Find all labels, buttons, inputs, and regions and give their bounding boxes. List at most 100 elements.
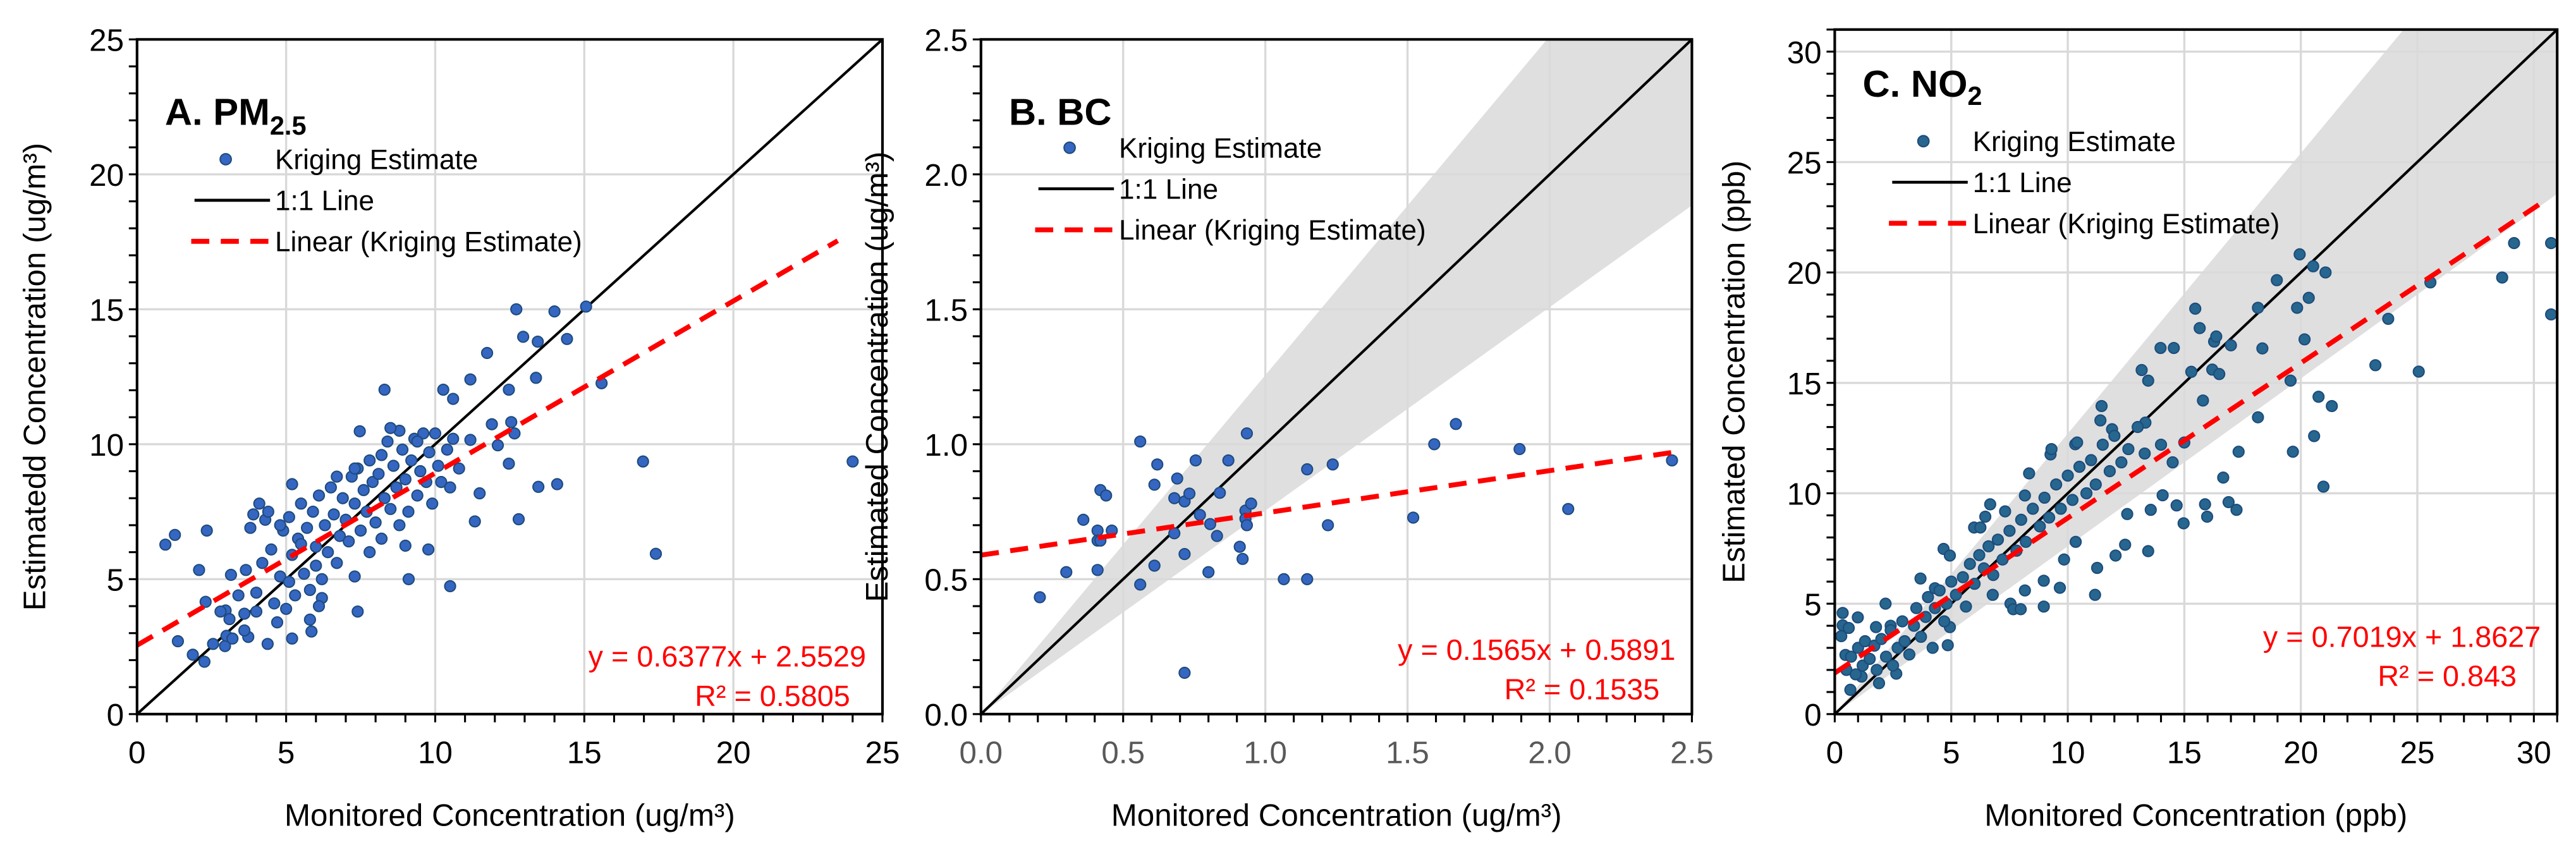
data-point: [262, 505, 274, 518]
data-point: [2298, 333, 2311, 346]
data-point: [426, 497, 439, 510]
data-point: [1178, 666, 1191, 679]
data-point: [384, 502, 397, 515]
legend-label-points: Kriging Estimate: [1119, 133, 1322, 164]
x-tick-label: 25: [2400, 736, 2435, 770]
legend-marker-points: [1063, 141, 1076, 154]
data-point: [353, 425, 366, 437]
data-point: [1666, 454, 1678, 467]
data-point: [2121, 508, 2133, 520]
data-point: [551, 478, 563, 490]
data-point: [2232, 446, 2245, 458]
data-point: [2369, 359, 2382, 372]
one-to-one-line: [137, 39, 882, 714]
data-point: [2122, 442, 2135, 456]
data-point: [2018, 489, 2031, 502]
data-point: [464, 373, 477, 386]
legend-label-points: Kriging Estimate: [275, 145, 478, 176]
data-point: [1984, 498, 1996, 511]
data-point: [1996, 553, 2009, 566]
data-point: [1322, 519, 1334, 532]
x-tick-label: 0: [1826, 736, 1843, 770]
data-point: [2139, 447, 2151, 460]
data-point: [2037, 600, 2050, 613]
data-point: [2054, 502, 2067, 515]
data-point: [2199, 498, 2211, 511]
data-point: [1870, 621, 1883, 633]
data-point: [369, 516, 382, 529]
data-point: [1204, 518, 1216, 530]
data-point: [387, 459, 400, 472]
data-point: [2496, 271, 2508, 284]
data-point: [363, 546, 376, 559]
data-point: [2061, 469, 2074, 482]
data-point: [381, 435, 394, 448]
data-point: [159, 539, 172, 551]
data-point: [250, 605, 263, 618]
data-point: [2103, 465, 2116, 478]
data-point: [2050, 478, 2063, 491]
data-point: [238, 624, 251, 637]
legend-label-one-to-one: 1:1 Line: [275, 185, 374, 216]
data-point: [437, 383, 449, 396]
data-point: [2094, 414, 2107, 427]
data-point: [1077, 513, 1090, 526]
plot-frame: [135, 38, 884, 715]
data-point: [1986, 588, 1999, 601]
data-point: [1236, 552, 1249, 565]
data-point: [289, 589, 302, 602]
data-point: [503, 457, 515, 470]
data-point: [2286, 446, 2299, 458]
data-point: [331, 557, 343, 569]
y-tick-label: 0.5: [924, 563, 968, 598]
data-point: [214, 605, 227, 618]
data-point: [1922, 591, 1934, 604]
data-point: [286, 478, 298, 490]
data-point: [1060, 566, 1073, 578]
data-point: [1836, 607, 1849, 619]
x-tick-label: 0.5: [1101, 736, 1145, 770]
data-point: [307, 505, 319, 518]
data-point: [2166, 456, 2179, 469]
data-point: [372, 468, 385, 480]
panel-title-main: A. PM: [165, 90, 270, 133]
panel-title: A. PM2.5: [165, 90, 307, 140]
data-point: [447, 393, 460, 405]
data-point: [336, 492, 349, 504]
data-point: [1513, 442, 1526, 456]
data-point: [200, 524, 213, 537]
data-point: [2034, 520, 2046, 533]
data-point: [530, 372, 542, 384]
data-point: [2217, 472, 2230, 484]
data-point: [580, 300, 592, 313]
panel-b-bc: 0.0 0.5 1.0 1.5 2.0 2.5 0.0 0.5 1.0 1.5 2.0 2.5 Moni…: [860, 23, 1714, 833]
data-point: [1240, 427, 1254, 440]
data-point: [253, 497, 266, 510]
data-point: [2222, 496, 2235, 509]
data-point: [2308, 430, 2321, 442]
data-point: [2142, 374, 2154, 387]
data-point: [411, 435, 424, 448]
data-point: [2080, 487, 2093, 500]
legend-label-one-to-one: 1:1 Line: [1973, 167, 2072, 198]
x-tick-label: 30: [2517, 736, 2551, 770]
data-point: [348, 462, 361, 475]
r-squared-label: R² = 0.1535: [1505, 672, 1660, 705]
data-point: [637, 455, 649, 468]
data-point: [1278, 573, 1290, 585]
data-point: [224, 568, 237, 581]
x-tick-label: 15: [567, 736, 602, 770]
data-point: [2312, 391, 2325, 403]
data-point: [274, 570, 286, 583]
data-point: [1450, 418, 1462, 430]
data-point: [1562, 502, 1575, 515]
data-point: [283, 575, 295, 588]
legend-marker-points: [219, 153, 232, 166]
data-point: [411, 489, 424, 502]
data-point: [1963, 557, 1976, 570]
data-point: [1168, 492, 1181, 504]
y-tick-label: 0: [107, 698, 124, 733]
data-point: [505, 416, 518, 429]
data-point: [2271, 274, 2283, 286]
data-point: [2225, 339, 2237, 351]
